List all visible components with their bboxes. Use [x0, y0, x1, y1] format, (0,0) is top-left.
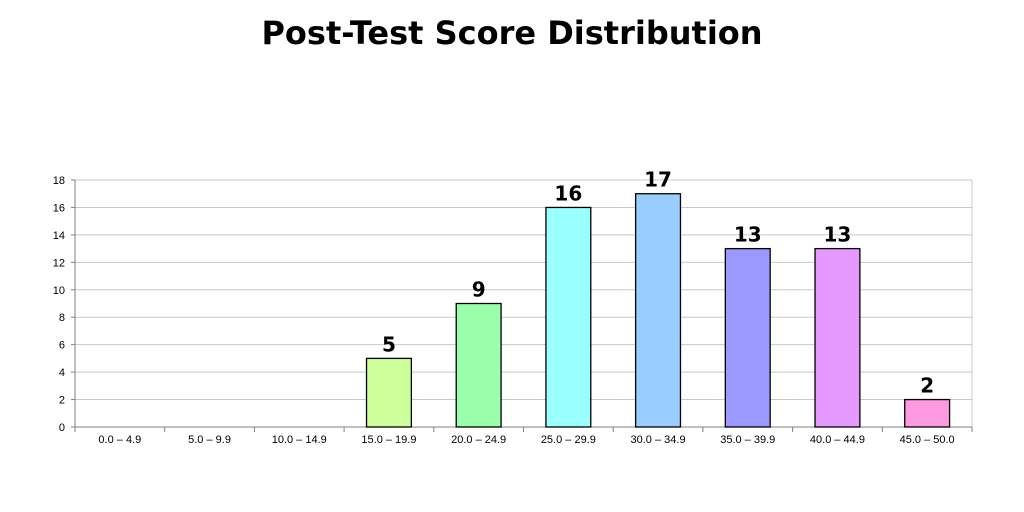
- x-tick-label: 35.0 – 39.9: [720, 434, 775, 446]
- x-tick-labels: 0.0 – 4.9 5.0 – 9.9 10.0 – 14.9 15.0 – 19.9…: [98, 434, 954, 446]
- data-label: 13: [734, 223, 762, 247]
- y-tick-label: 6: [59, 340, 65, 352]
- x-tick-label: 25.0 – 29.9: [541, 434, 596, 446]
- y-tick-label: 18: [53, 175, 65, 187]
- bar: [455, 302, 502, 428]
- y-tick-labels: 0 2 4 6 8 10 12 14 16 18: [53, 175, 65, 434]
- bars: [365, 193, 951, 428]
- y-tick-label: 8: [59, 312, 65, 324]
- data-label: 2: [920, 374, 934, 398]
- x-tick-label: 15.0 – 19.9: [361, 434, 416, 446]
- y-tick-label: 4: [59, 367, 65, 379]
- data-label: 13: [824, 223, 852, 247]
- chart-title: Post-Test Score Distribution: [261, 14, 763, 52]
- y-tick-label: 2: [59, 395, 65, 407]
- x-tick-label: 45.0 – 50.0: [900, 434, 955, 446]
- data-label: 9: [472, 278, 486, 302]
- x-tick-label: 10.0 – 14.9: [272, 434, 327, 446]
- x-tick-label: 30.0 – 34.9: [631, 434, 686, 446]
- y-tick-label: 10: [53, 285, 65, 297]
- bar: [904, 398, 951, 428]
- y-tick-label: 12: [53, 257, 65, 269]
- y-tick-label: 14: [53, 230, 65, 242]
- data-label: 16: [554, 181, 582, 205]
- x-tick-label: 0.0 – 4.9: [98, 434, 141, 446]
- data-label: 17: [644, 168, 672, 192]
- bar: [365, 357, 413, 428]
- bar: [814, 247, 861, 428]
- y-tick-label: 0: [59, 422, 65, 434]
- bar: [634, 193, 682, 428]
- data-labels: 5 9 16 17 13 13 2: [382, 168, 934, 398]
- data-label: 5: [382, 332, 396, 356]
- x-tick-label: 20.0 – 24.9: [451, 434, 506, 446]
- x-tick-label: 40.0 – 44.9: [810, 434, 865, 446]
- x-tick-label: 5.0 – 9.9: [188, 434, 231, 446]
- y-tick-label: 16: [53, 202, 65, 214]
- bar: [724, 247, 771, 428]
- bar: [545, 206, 592, 428]
- gridlines: [75, 179, 973, 427]
